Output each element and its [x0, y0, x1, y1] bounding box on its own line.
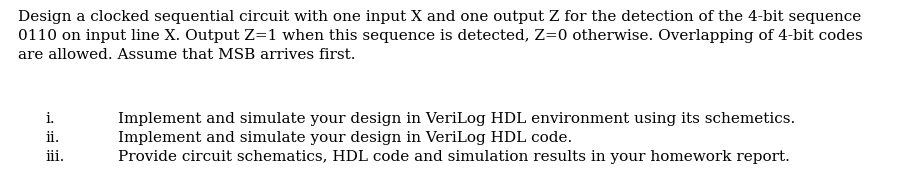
Text: Implement and simulate your design in VeriLog HDL code.: Implement and simulate your design in Ve…: [118, 131, 572, 145]
Text: iii.: iii.: [45, 150, 65, 164]
Text: ii.: ii.: [45, 131, 59, 145]
Text: are allowed. Assume that MSB arrives first.: are allowed. Assume that MSB arrives fir…: [18, 48, 356, 62]
Text: Design a clocked sequential circuit with one input X and one output Z for the de: Design a clocked sequential circuit with…: [18, 10, 861, 24]
Text: 0110 on input line X. Output Z=1 when this sequence is detected, Z=0 otherwise. : 0110 on input line X. Output Z=1 when th…: [18, 29, 863, 43]
Text: i.: i.: [45, 112, 55, 126]
Text: Implement and simulate your design in VeriLog HDL environment using its schemeti: Implement and simulate your design in Ve…: [118, 112, 796, 126]
Text: Provide circuit schematics, HDL code and simulation results in your homework rep: Provide circuit schematics, HDL code and…: [118, 150, 790, 164]
